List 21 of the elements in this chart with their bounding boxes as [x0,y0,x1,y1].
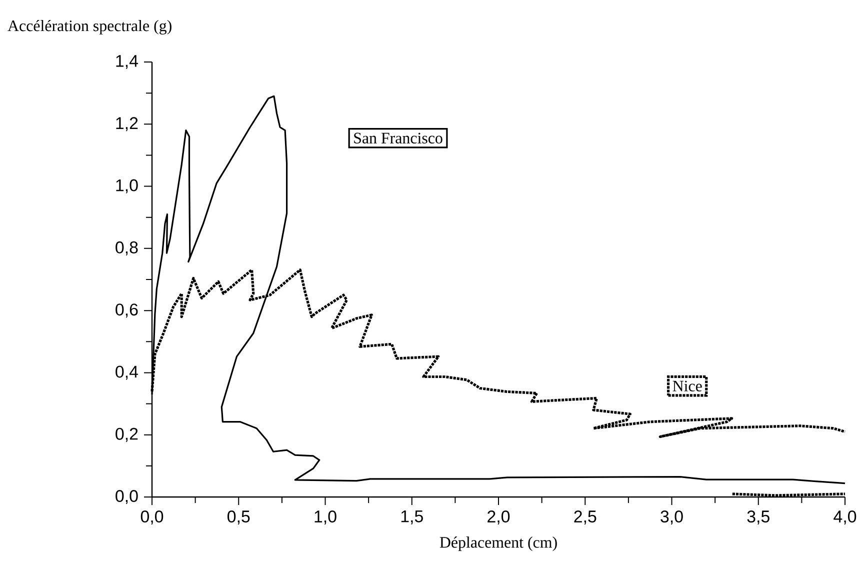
x-tick-label: 0,0 [140,510,164,525]
y-tick-label: 0,0 [116,490,138,504]
x-tick-label: 0,5 [228,510,250,525]
y-tick-label: 0,2 [116,428,138,442]
x-tick-label: 3,5 [747,510,770,525]
y-axis-title: Accélération spectrale (g) [8,20,172,34]
x-tick-label: 2,0 [488,510,510,525]
y-tick-label: 0,8 [116,241,138,256]
y-tick-label: 1,2 [116,117,138,132]
x-tick-label: 3,0 [660,510,683,525]
x-axis-title: Déplacement (cm) [440,536,557,551]
y-tick-label: 0,6 [116,304,138,318]
y-tick-label: 1,0 [116,179,138,194]
x-tick-label: 2,5 [574,510,596,525]
x-tick-label: 1,0 [314,510,336,525]
x-tick-label: 1,5 [401,510,423,524]
text: San Francisco [354,132,442,144]
y-tick-label: 0,4 [116,366,138,380]
series-label: Nice [672,380,702,392]
y-tick-label: 1,4 [116,55,138,69]
x-tick-label: 4,0 [834,510,856,525]
